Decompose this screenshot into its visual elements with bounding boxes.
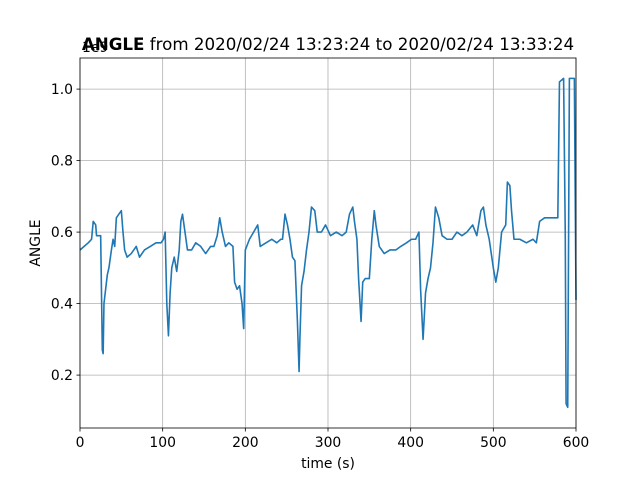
y-tick-label: 0.8 — [51, 154, 73, 170]
x-tick-label: 100 — [149, 435, 176, 451]
y-tick-label: 1.0 — [51, 82, 73, 98]
x-axis-label: time (s) — [301, 456, 355, 472]
y-axis-label: ANGLE — [28, 219, 44, 266]
title-bold: ANGLE — [82, 34, 145, 54]
x-tick-label: 0 — [76, 435, 85, 451]
plot-frame — [79, 57, 577, 429]
data-line — [79, 77, 577, 409]
x-tick-label: 600 — [563, 435, 590, 451]
y-tick-label: 0.4 — [51, 297, 73, 313]
y-tick-label: 0.2 — [51, 368, 73, 384]
chart-title: ANGLE from 2020/02/24 13:23:24 to 2020/0… — [82, 34, 574, 54]
x-tick-label: 200 — [232, 435, 259, 451]
x-tick-label: 400 — [397, 435, 424, 451]
x-tick-label: 500 — [480, 435, 507, 451]
x-tick-label: 300 — [315, 435, 342, 451]
y-tick-label: 0.6 — [51, 225, 73, 241]
title-rest: from 2020/02/24 13:23:24 to 2020/02/24 1… — [150, 34, 574, 54]
offset-label: 1e9 — [82, 40, 108, 56]
